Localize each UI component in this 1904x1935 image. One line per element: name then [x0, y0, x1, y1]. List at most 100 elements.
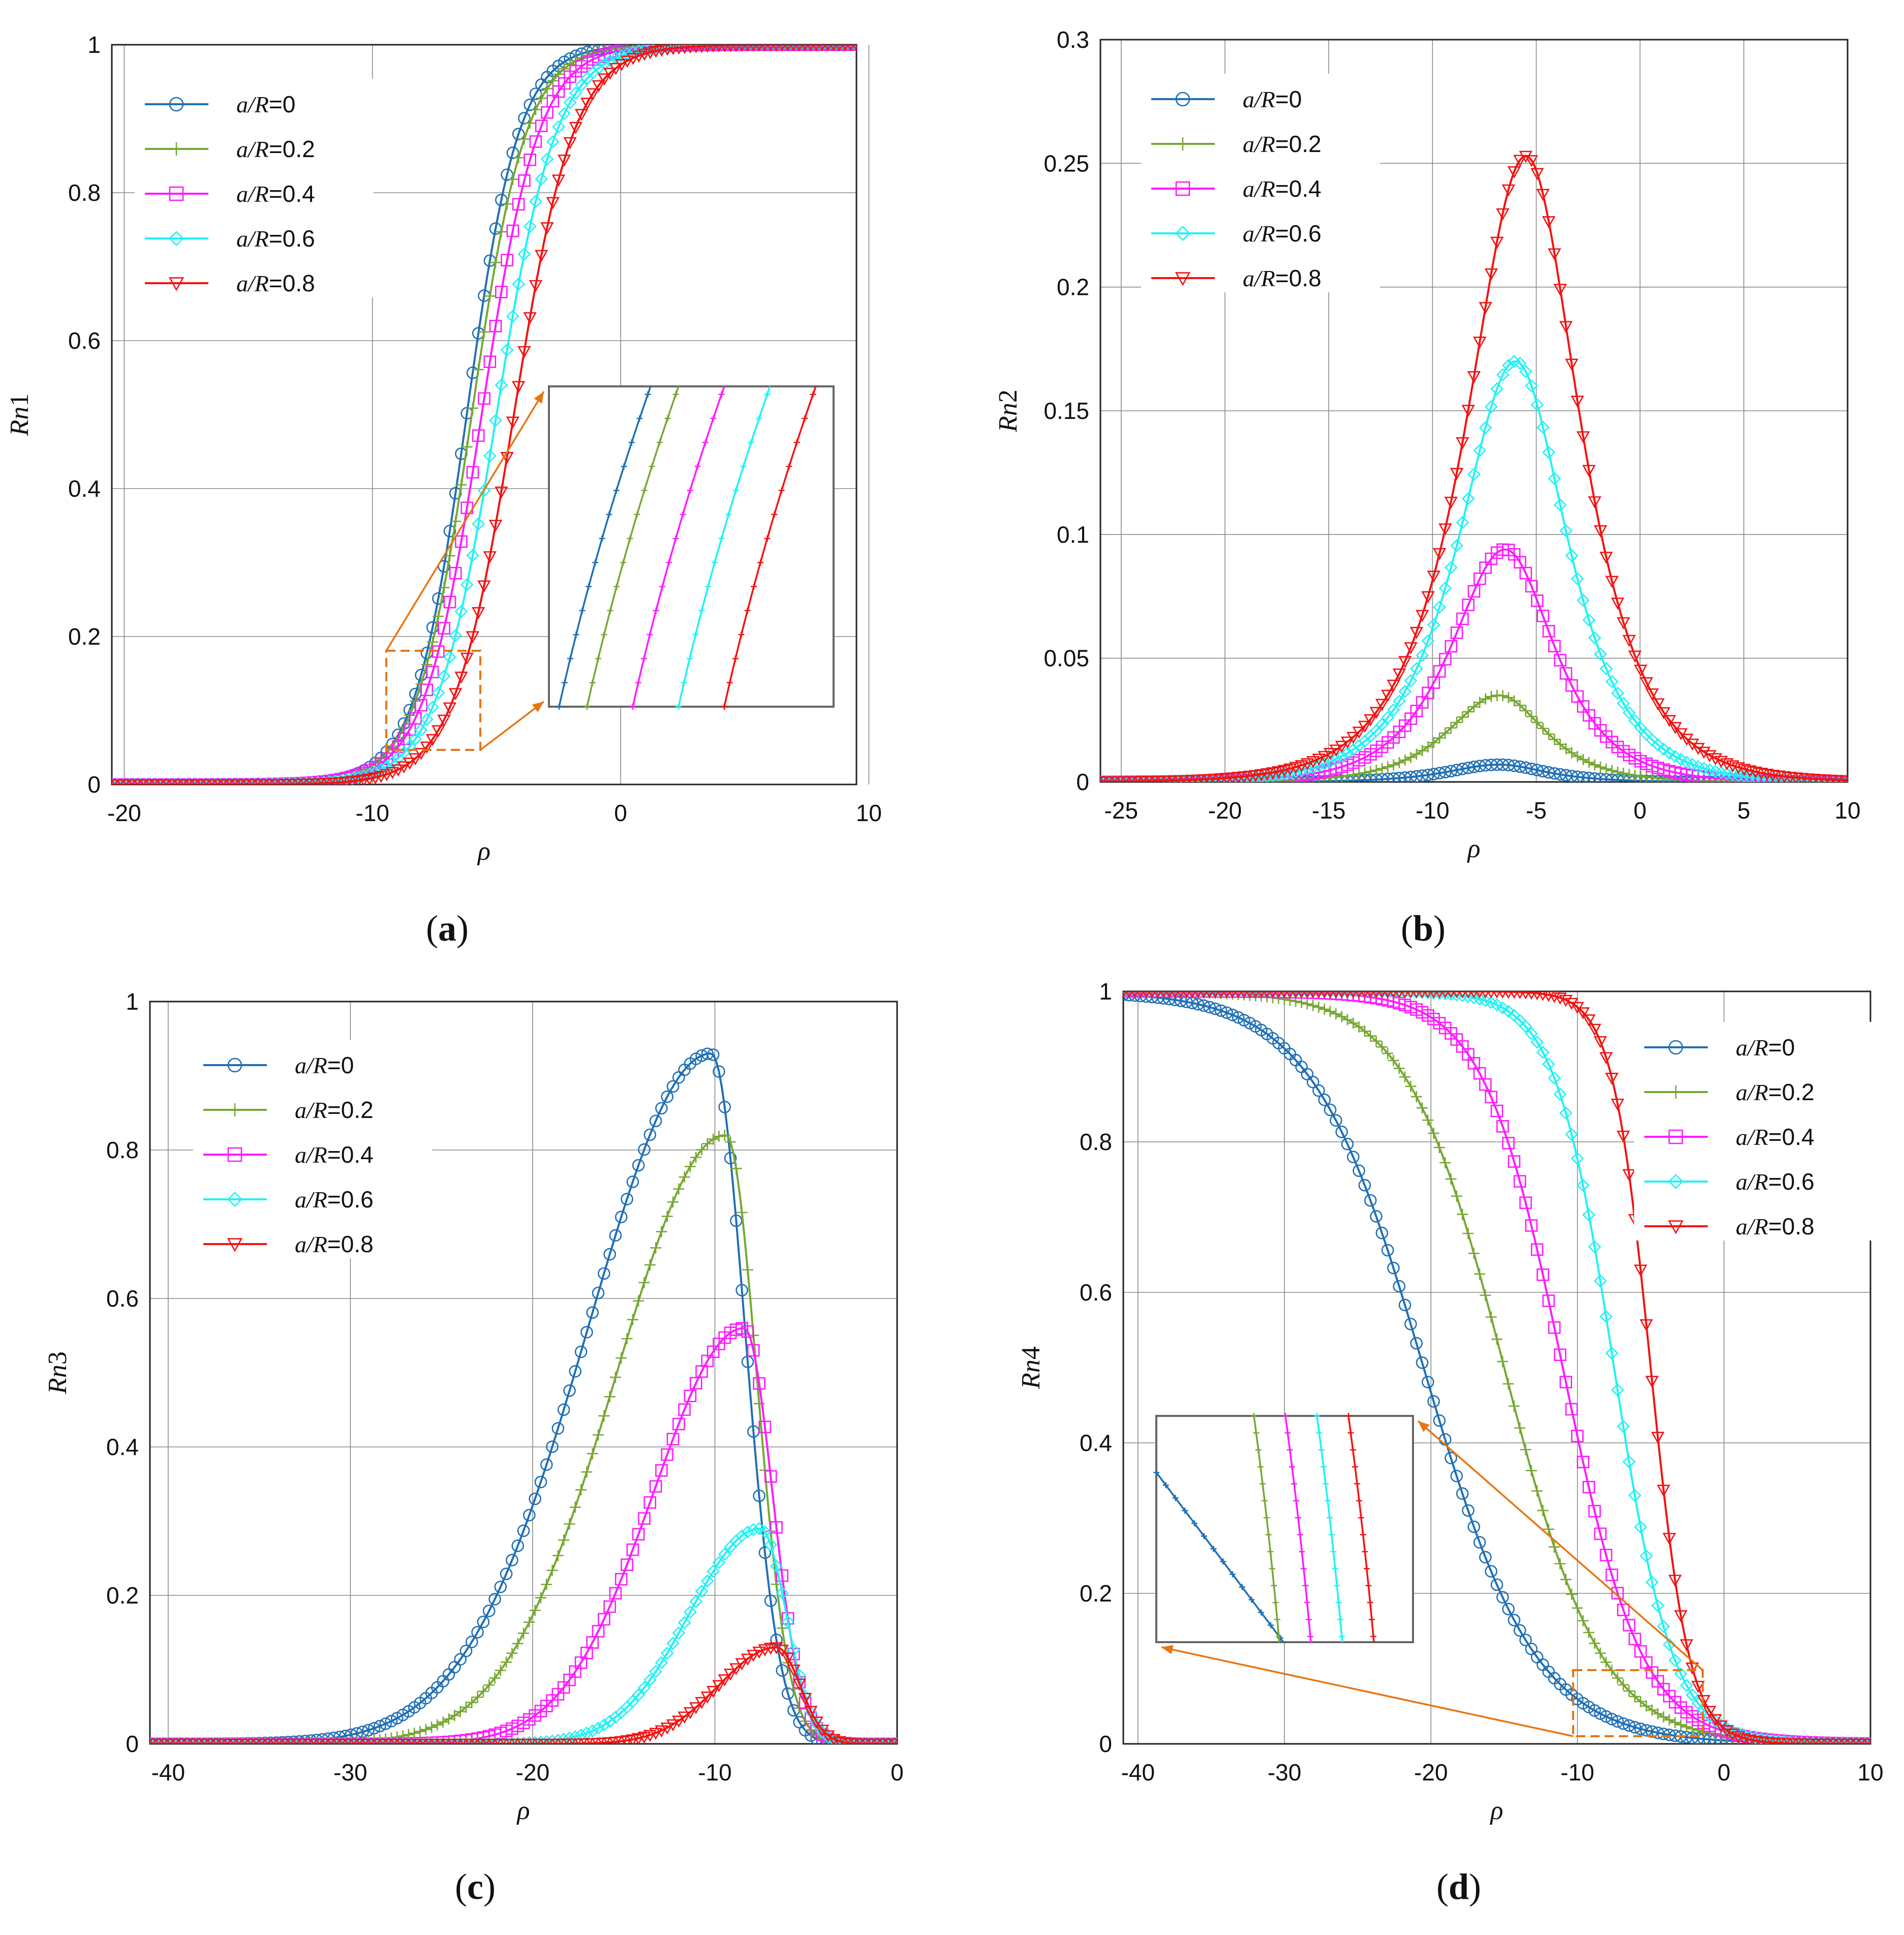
- data-point: [409, 753, 422, 766]
- data-point: [712, 1556, 726, 1569]
- data-point: [1393, 1063, 1405, 1074]
- inset-point: [1295, 1515, 1301, 1521]
- data-point: [495, 487, 508, 499]
- data-point: [443, 1713, 454, 1725]
- plot-area: [1123, 991, 1870, 1744]
- data-point: [1519, 761, 1532, 774]
- data-point: [1623, 1685, 1635, 1697]
- inset-point: [1367, 1599, 1373, 1606]
- inset-point: [1328, 1531, 1335, 1538]
- data-point: [637, 1681, 651, 1695]
- data-point: [1663, 1532, 1676, 1545]
- callout-arrowhead: [1161, 1645, 1174, 1654]
- data-point: [1566, 747, 1578, 759]
- data-point: [1726, 1729, 1739, 1741]
- data-point: [1583, 757, 1595, 768]
- data-point: [437, 670, 451, 683]
- data-point: [1388, 759, 1399, 771]
- inset-point: [786, 463, 792, 470]
- data-point: [563, 1384, 576, 1397]
- data-point: [379, 1717, 392, 1730]
- data-point: [660, 1722, 674, 1735]
- data-point: [1439, 1157, 1451, 1168]
- data-point: [758, 1546, 772, 1559]
- data-point: [482, 1605, 496, 1617]
- y-tick-label: 0.4: [68, 475, 101, 502]
- series-line: [1100, 360, 1848, 782]
- data-point: [1296, 997, 1307, 1009]
- data-point: [1548, 472, 1561, 486]
- data-point: [723, 1669, 738, 1681]
- data-point: [626, 1175, 639, 1188]
- data-point: [495, 1665, 506, 1676]
- inset-series-line: [723, 386, 817, 707]
- data-point: [1737, 770, 1751, 782]
- zoom-source-box: [385, 650, 481, 751]
- inset-point: [681, 679, 687, 686]
- data-point: [1490, 998, 1503, 1012]
- data-point: [609, 1587, 622, 1600]
- data-point: [1542, 445, 1555, 459]
- data-point: [684, 1389, 697, 1403]
- data-point: [472, 1691, 483, 1703]
- zoom-inset: [548, 385, 835, 710]
- data-point: [1588, 1240, 1602, 1254]
- data-point: [1496, 1120, 1509, 1133]
- data-point: [1346, 732, 1360, 744]
- inset-point: [1258, 1609, 1265, 1616]
- data-point: [1417, 745, 1428, 757]
- data-point: [1605, 1346, 1618, 1360]
- inset-point: [802, 415, 808, 421]
- inset-point: [1274, 1616, 1280, 1623]
- inset-point: [586, 583, 592, 590]
- data-point: [1549, 734, 1560, 745]
- data-point: [1553, 284, 1567, 296]
- inset-point: [1262, 1497, 1268, 1504]
- y-tick-label: 0: [1099, 1731, 1112, 1757]
- data-point: [753, 1489, 765, 1502]
- inset-point: [627, 535, 633, 542]
- data-point: [563, 96, 577, 109]
- data-point: [615, 59, 629, 71]
- inset-point: [1316, 1430, 1323, 1436]
- inset-point: [1300, 1565, 1307, 1572]
- inset-point: [659, 583, 666, 590]
- legend-label: a/R=0: [1736, 1034, 1795, 1061]
- data-point: [477, 1615, 490, 1628]
- data-point: [472, 607, 485, 619]
- data-point: [679, 1171, 690, 1183]
- data-point: [1266, 767, 1280, 779]
- data-point: [713, 1131, 725, 1142]
- y-tick-label: 0.6: [68, 327, 101, 354]
- data-point: [1376, 763, 1388, 774]
- data-point: [638, 1143, 651, 1156]
- data-point: [529, 135, 542, 148]
- data-point: [1462, 1228, 1474, 1239]
- data-point: [1451, 717, 1463, 729]
- data-point: [1618, 768, 1629, 779]
- data-point: [1553, 1087, 1567, 1101]
- inset-point: [1251, 1413, 1257, 1419]
- legend-marker: [1176, 137, 1189, 150]
- data-point: [535, 1592, 546, 1604]
- data-point: [1353, 739, 1366, 752]
- data-point: [483, 449, 497, 463]
- data-point: [1381, 711, 1395, 724]
- inset-point: [1260, 1480, 1266, 1487]
- data-point: [1410, 662, 1423, 676]
- inset-point: [613, 583, 620, 590]
- data-point: [1508, 1400, 1520, 1412]
- inset-series-line: [558, 386, 652, 707]
- legend-label: a/R=0.8: [295, 1231, 374, 1257]
- data-point: [603, 68, 617, 80]
- data-point: [507, 173, 518, 185]
- data-point: [478, 326, 490, 338]
- data-point: [1588, 496, 1602, 508]
- data-point: [534, 1475, 547, 1489]
- legend-marker: [227, 1057, 242, 1073]
- data-point: [1352, 727, 1366, 739]
- data-point: [523, 312, 537, 324]
- legend-entry: a/R=0.6: [1644, 1168, 1815, 1195]
- data-point: [523, 1508, 536, 1522]
- data-point: [552, 1550, 564, 1561]
